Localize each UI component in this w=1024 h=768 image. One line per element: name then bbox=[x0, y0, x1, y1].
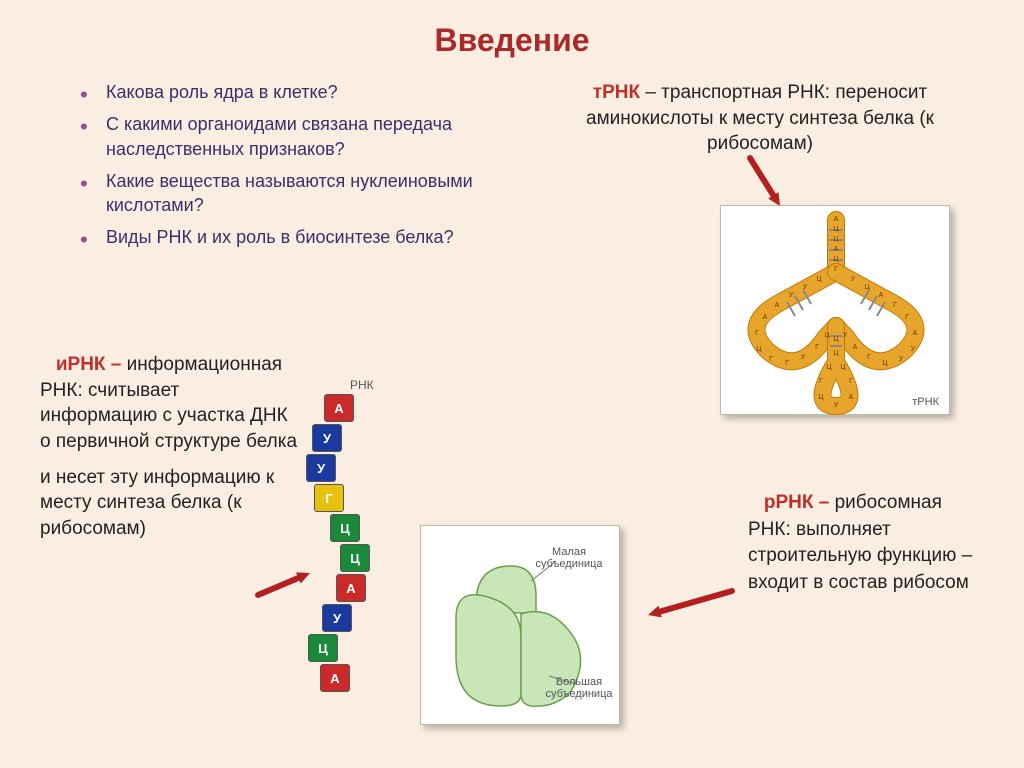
mrna-base: У bbox=[322, 604, 352, 632]
svg-text:Ц: Ц bbox=[864, 284, 870, 291]
svg-text:А: А bbox=[834, 246, 839, 253]
svg-text:Ц: Ц bbox=[833, 256, 839, 263]
svg-text:У: У bbox=[911, 346, 916, 353]
irna-description: иРНК – информационная РНК: считывает инф… bbox=[40, 352, 300, 541]
mrna-base: А bbox=[320, 664, 350, 692]
svg-text:Ц: Ц bbox=[824, 332, 830, 339]
svg-text:Ц: Ц bbox=[818, 394, 824, 401]
mrna-base: У bbox=[306, 454, 336, 482]
svg-text:Ц: Ц bbox=[840, 364, 846, 371]
svg-text:А: А bbox=[849, 394, 854, 401]
svg-text:Ц: Ц bbox=[833, 236, 839, 243]
svg-text:Г: Г bbox=[893, 302, 897, 309]
svg-text:Г: Г bbox=[849, 378, 853, 385]
mrna-base: Ц bbox=[340, 544, 370, 572]
bullet-list: Какова роль ядра в клетке? С какими орга… bbox=[80, 80, 480, 258]
svg-text:Ц: Ц bbox=[882, 360, 888, 367]
mrna-base: Г bbox=[314, 484, 344, 512]
svg-text:А: А bbox=[775, 302, 780, 309]
svg-text:У: У bbox=[789, 292, 794, 299]
arrow-irna-icon bbox=[250, 565, 320, 605]
trna-description: тРНК – транспортная РНК: переносит амино… bbox=[570, 80, 950, 157]
slide-title: Введение bbox=[0, 22, 1024, 59]
irna-desc-b: и несет эту информацию к месту синтеза б… bbox=[40, 465, 300, 542]
svg-text:Г: Г bbox=[785, 360, 789, 367]
svg-text:Ц: Ц bbox=[833, 350, 839, 357]
svg-text:Г: Г bbox=[834, 266, 838, 273]
svg-text:А: А bbox=[879, 292, 884, 299]
mrna-base: Ц bbox=[308, 634, 338, 662]
svg-text:А: А bbox=[913, 330, 918, 337]
svg-text:Г: Г bbox=[769, 356, 773, 363]
svg-text:У: У bbox=[834, 402, 839, 409]
bullet-item: С какими органоидами связана передача на… bbox=[80, 112, 480, 161]
svg-text:Ц: Ц bbox=[826, 364, 832, 371]
svg-text:У: У bbox=[803, 284, 808, 291]
svg-text:Ц: Ц bbox=[756, 346, 762, 353]
mrna-label: РНК bbox=[350, 378, 374, 392]
svg-text:Г: Г bbox=[867, 354, 871, 361]
trna-cloverleaf-figure: АЦЦАЦГЦУУААГЦГГУГЦУЦАГГАУУЦГАУЦЦЦГЦУАГЦ … bbox=[720, 205, 950, 415]
svg-text:У: У bbox=[843, 332, 848, 339]
mrna-base: А bbox=[336, 574, 366, 602]
trna-caption: тРНК bbox=[912, 396, 939, 408]
ribosome-small-label: Малая субъединица bbox=[529, 546, 609, 570]
svg-text:А: А bbox=[763, 314, 768, 321]
svg-text:Г: Г bbox=[755, 330, 759, 337]
svg-text:Г: Г bbox=[905, 314, 909, 321]
svg-text:Ц: Ц bbox=[833, 336, 839, 343]
arrow-trna-icon bbox=[740, 152, 790, 212]
mrna-base: А bbox=[324, 394, 354, 422]
ribosome-figure: Малая субъединица Большая субъединица bbox=[420, 525, 620, 725]
svg-text:Ц: Ц bbox=[816, 276, 822, 283]
bullet-item: Виды РНК и их роль в биосинтезе белка? bbox=[80, 225, 480, 249]
svg-text:А: А bbox=[853, 344, 858, 351]
trna-label: тРНК bbox=[593, 82, 640, 103]
ribosome-large-label: Большая субъединица bbox=[539, 676, 619, 700]
svg-text:У: У bbox=[801, 354, 806, 361]
bullet-item: Какова роль ядра в клетке? bbox=[80, 80, 480, 104]
mrna-base: Ц bbox=[330, 514, 360, 542]
mrna-strand-figure: РНК АУУГЦЦАУЦА bbox=[300, 380, 378, 710]
rrna-label: рРНК – bbox=[764, 492, 829, 513]
bullet-item: Какие вещества называются нуклеиновыми к… bbox=[80, 169, 480, 218]
svg-text:А: А bbox=[834, 216, 839, 223]
svg-text:Ц: Ц bbox=[833, 226, 839, 233]
svg-text:У: У bbox=[851, 276, 856, 283]
trna-svg: АЦЦАЦГЦУУААГЦГГУГЦУЦАГГАУУЦГАУЦЦЦГЦУАГЦ bbox=[721, 206, 951, 416]
svg-text:Г: Г bbox=[815, 344, 819, 351]
svg-text:Г: Г bbox=[819, 378, 823, 385]
arrow-rrna-icon bbox=[640, 585, 740, 625]
irna-label: иРНК – bbox=[56, 354, 122, 375]
mrna-base: У bbox=[312, 424, 342, 452]
rrna-description: рРНК – рибосомная РНК: выполняет строите… bbox=[748, 490, 988, 596]
svg-text:У: У bbox=[899, 356, 904, 363]
